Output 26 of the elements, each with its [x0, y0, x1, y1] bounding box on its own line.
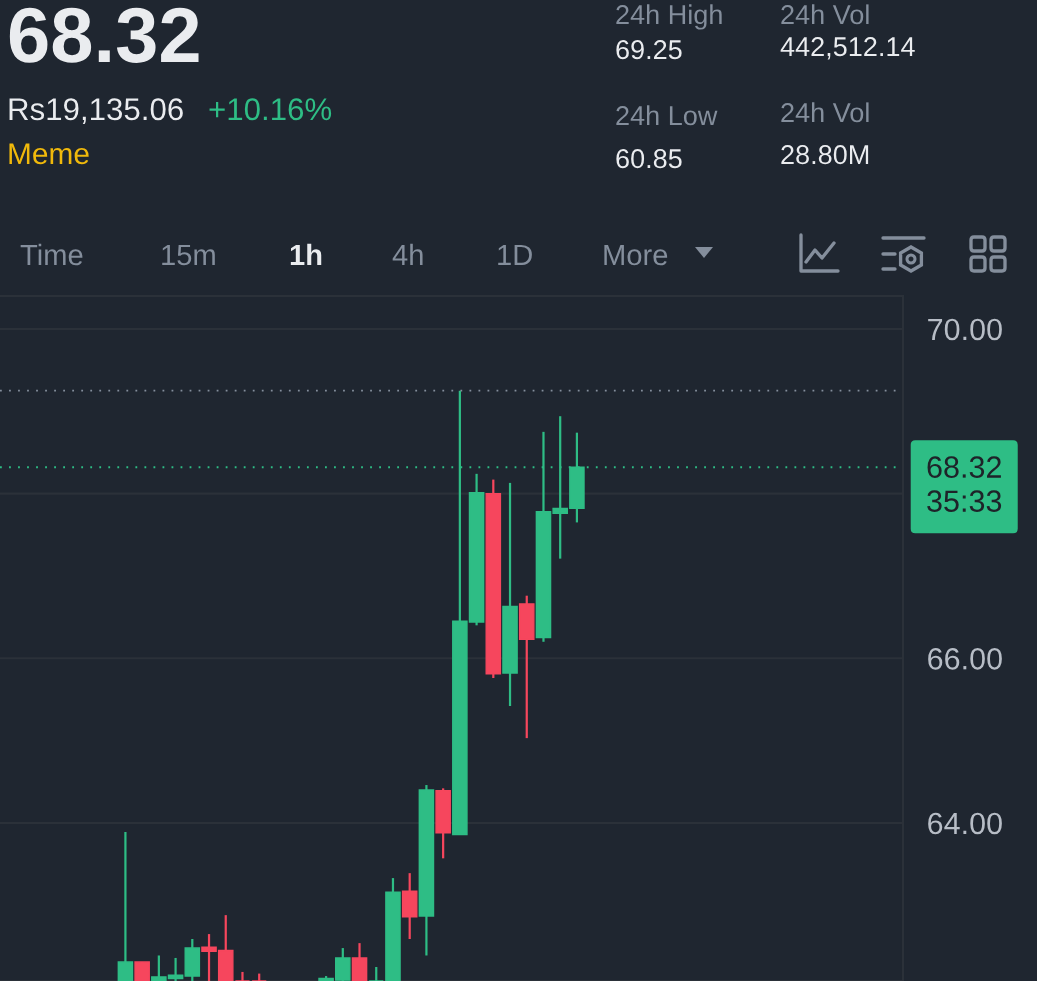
text: 28.80M	[781, 145, 869, 165]
text: Time	[20, 243, 83, 266]
text: 4h	[392, 243, 423, 265]
candlestick	[117, 830, 134, 981]
y-tick-label: 66.00	[928, 647, 1002, 670]
text: 442,512.14	[780, 37, 915, 60]
text: 1D	[498, 244, 532, 265]
ref-line-label: 68.32 35:33	[927, 456, 1002, 512]
text: 60.85	[616, 149, 682, 169]
text: More	[604, 244, 668, 266]
text: 15m	[162, 244, 215, 266]
candlestick	[134, 961, 150, 981]
candlestick	[368, 965, 385, 981]
text: 24h High	[616, 4, 722, 30]
y-tick-label: 64.00	[928, 812, 1002, 835]
text: 1h	[290, 243, 322, 265]
text: 24h Vol	[781, 102, 869, 123]
candlestick	[351, 942, 368, 981]
text: 69.25	[616, 40, 682, 60]
text: Rs19,135.06	[9, 98, 183, 124]
text: Meme	[9, 143, 89, 165]
y-tick-label: 70.00	[928, 318, 1002, 341]
text: +10.16%	[209, 98, 332, 121]
chart-title: 68.32	[9, 7, 199, 63]
text: 24h Vol	[781, 4, 869, 25]
text: 24h Low	[616, 105, 718, 126]
